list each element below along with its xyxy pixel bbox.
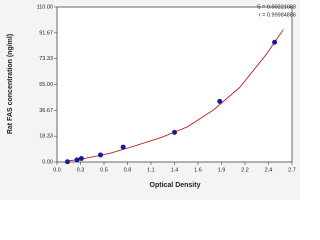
x-tick-label: 2.7 <box>288 167 296 173</box>
point <box>172 129 177 135</box>
x-tick-label: 1.4 <box>171 167 179 173</box>
y-tick-label: 110.00 <box>37 4 53 10</box>
point <box>98 152 104 158</box>
x-tick-label: 1.1 <box>147 167 155 173</box>
x-tick-label: 0.8 <box>124 167 132 173</box>
point <box>64 159 70 165</box>
y-tick-label: 18.33 <box>39 134 53 140</box>
y-tick-label: 0.00 <box>42 159 53 165</box>
point <box>217 98 223 104</box>
x-axis-label: Optical Density <box>150 182 201 189</box>
annotation: S = 0.00221088 <box>257 4 296 10</box>
y-tick-label: 73.33 <box>39 56 53 62</box>
point <box>78 155 84 161</box>
x-tick-label: 1.6 <box>194 167 202 173</box>
plot-area <box>56 6 293 163</box>
y-axis-label: Rat FAS concentration (ng/ml) <box>7 34 14 134</box>
point <box>120 144 126 150</box>
chart: Optical Density Rat FAS concentration (n… <box>0 0 300 200</box>
x-tick-label: 1.9 <box>218 167 226 173</box>
point <box>272 39 278 45</box>
y-tick-label: 36.67 <box>39 108 53 114</box>
x-tick-label: 2.4 <box>265 167 273 173</box>
point <box>74 157 80 163</box>
x-tick-label: 0.3 <box>77 167 85 173</box>
x-tick-label: 0.0 <box>53 167 61 173</box>
y-tick-label: 91.67 <box>39 30 53 36</box>
annotation: r = 0.99984886 <box>259 12 296 18</box>
y-tick-label: 55.00 <box>39 82 53 88</box>
x-tick-label: 2.2 <box>241 167 249 173</box>
x-tick-label: 0.5 <box>100 167 108 173</box>
